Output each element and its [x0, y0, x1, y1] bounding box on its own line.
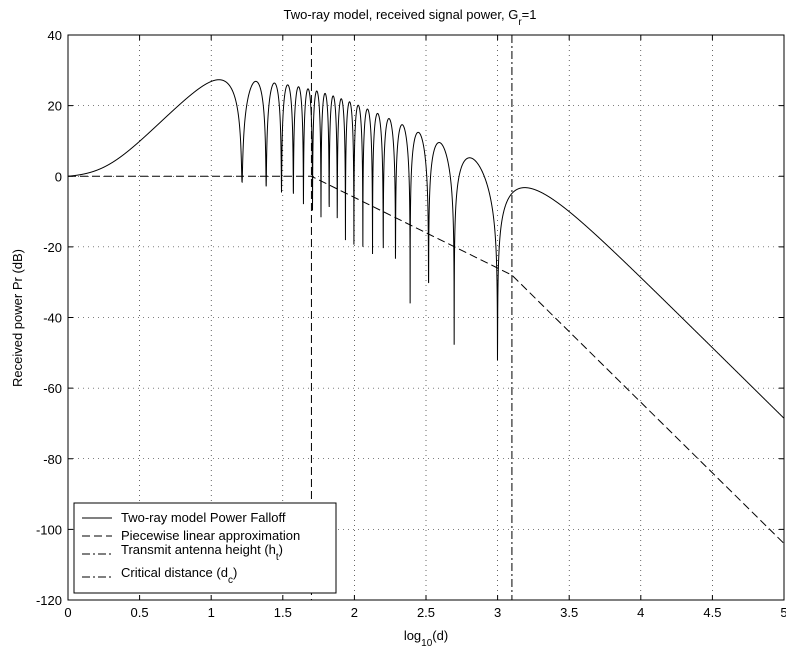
x-axis-label-subscript: 10 [421, 638, 433, 649]
x-tick-label: 4 [637, 605, 644, 620]
x-axis-label-main: log [404, 628, 421, 643]
y-tick-label: -100 [36, 522, 62, 537]
x-tick-label: 1 [208, 605, 215, 620]
series-two-ray-power-falloff [67, 79, 785, 419]
x-tick-label: 4.5 [703, 605, 721, 620]
y-tick-label: 40 [48, 28, 62, 43]
chart-title-tail: =1 [522, 7, 537, 22]
legend-entry-piecewise-label: Piecewise linear approximation [121, 528, 300, 543]
y-tick-label: -60 [43, 381, 62, 396]
x-tick-label: 3.5 [560, 605, 578, 620]
y-tick-label: 0 [55, 169, 62, 184]
legend-entry-critical-distance: Critical distance (dc) [121, 565, 237, 586]
legend-box [73, 502, 337, 594]
y-tick-label: 20 [48, 99, 62, 114]
x-tick-label: 3 [494, 605, 501, 620]
legend-entry-antenna-height-subscript: t [276, 552, 279, 563]
legend-entry-antenna-height: Transmit antenna height (ht) [121, 542, 283, 563]
y-axis-label: Received power Pr (dB) [10, 249, 25, 387]
chart-title-subscript: r [518, 17, 522, 28]
y-tick-label: -20 [43, 240, 62, 255]
chart-title: Two-ray model, received signal power, Gr… [284, 7, 537, 28]
y-tick-label: -40 [43, 311, 62, 326]
x-axis-label-tail: (d) [432, 628, 448, 643]
plot-area-frame [67, 34, 785, 601]
legend-entry-antenna-height-label: Transmit antenna height (h [121, 542, 276, 557]
chart-title-main: Two-ray model, received signal power, G [284, 7, 519, 22]
x-tick-label: 0 [64, 605, 71, 620]
x-tick-label: 2.5 [417, 605, 435, 620]
x-axis-label: log10(d) [404, 628, 448, 649]
legend-entry-piecewise: Piecewise linear approximation [121, 528, 300, 543]
legend-entry-two-ray-label: Two-ray model Power Falloff [121, 510, 286, 525]
x-tick-label: 1.5 [274, 605, 292, 620]
y-tick-label: -80 [43, 452, 62, 467]
x-tick-label: 5 [780, 605, 786, 620]
tick-layer: 0 0.5 1 1.5 2 2.5 3 3.5 4 4.5 5 40 20 0 -20 -40 -60 -80 -1… [36, 28, 786, 620]
legend-entry-antenna-height-tail: ) [279, 542, 283, 557]
legend-entry-critical-distance-tail: ) [233, 565, 237, 580]
legend-entry-critical-distance-label: Critical distance (d [121, 565, 228, 580]
series-piecewise-linear-approximation [68, 175, 785, 544]
x-tick-label: 0.5 [131, 605, 149, 620]
x-tick-label: 2 [351, 605, 358, 620]
legend-entry-critical-distance-subscript: c [228, 575, 233, 586]
y-tick-label: -120 [36, 593, 62, 608]
legend-entry-two-ray: Two-ray model Power Falloff [121, 510, 286, 525]
legend: Two-ray model Power Falloff Piecewise li… [73, 502, 337, 594]
